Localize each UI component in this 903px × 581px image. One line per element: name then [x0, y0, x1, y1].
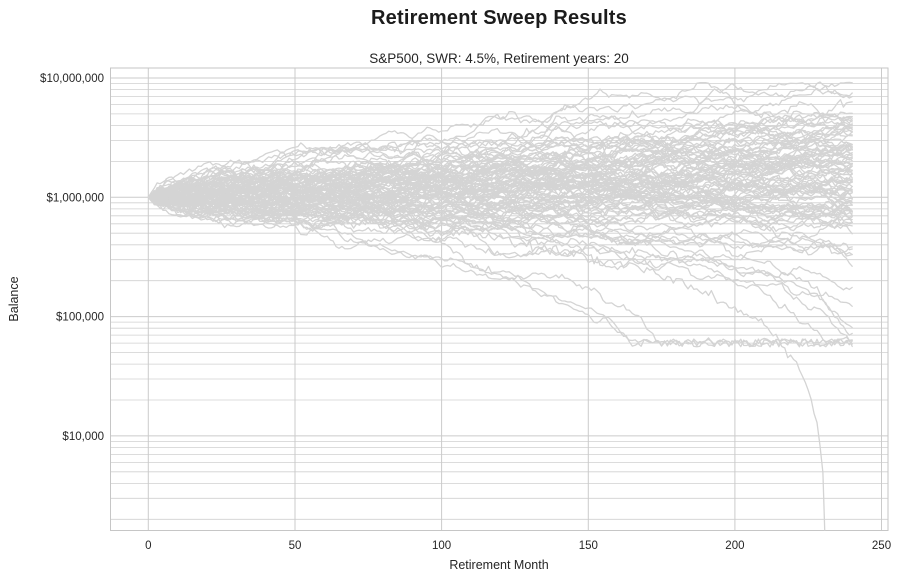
simulation-path — [147, 99, 853, 198]
x-tick-label: 250 — [872, 540, 891, 552]
simulation-path — [147, 111, 853, 220]
axes-spines — [110, 67, 889, 531]
simulation-path — [147, 148, 853, 199]
simulation-path — [147, 186, 853, 251]
simulation-path — [147, 155, 853, 200]
chart-subtitle: S&P500, SWR: 4.5%, Retirement years: 20 — [369, 51, 629, 66]
simulation-path — [147, 187, 853, 234]
simulation-paths — [147, 81, 853, 531]
x-tick-label: 200 — [725, 540, 744, 552]
x-tick-label: 150 — [579, 540, 598, 552]
x-axis-label: Retirement Month — [449, 558, 549, 572]
simulation-path — [147, 135, 853, 198]
simulation-path — [147, 165, 853, 214]
y-tick-label: $1,000,000 — [46, 192, 104, 204]
y-tick-label: $100,000 — [56, 312, 104, 324]
x-tick-label: 50 — [289, 540, 302, 552]
simulation-path — [147, 145, 853, 201]
chart-title: Retirement Sweep Results — [371, 7, 627, 29]
simulation-path — [147, 195, 826, 531]
simulation-path — [147, 194, 853, 256]
simulation-path — [147, 191, 853, 224]
simulation-path — [147, 152, 853, 198]
x-tick-label: 0 — [145, 540, 151, 552]
simulation-path — [147, 121, 853, 204]
y-axis-label: Balance — [7, 276, 21, 322]
simulation-path — [147, 171, 853, 209]
x-tick-label: 100 — [432, 540, 451, 552]
simulation-path — [147, 193, 853, 336]
tick-labels: $10,000,000 $1,000,000 $100,000 $10,000 0 50 1… — [40, 73, 891, 552]
simulation-path — [147, 195, 853, 227]
y-tick-label: $10,000 — [62, 431, 104, 443]
y-tick-label: $10,000,000 — [40, 73, 104, 85]
simulation-path — [147, 150, 853, 200]
simulation-path — [147, 158, 853, 198]
